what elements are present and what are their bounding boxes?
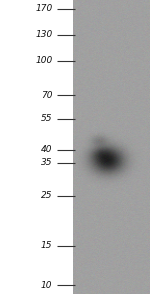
Text: 25: 25 [41, 191, 52, 200]
Text: 130: 130 [35, 31, 52, 39]
Text: 170: 170 [35, 4, 52, 13]
Text: 70: 70 [41, 91, 52, 100]
Text: 10: 10 [41, 281, 52, 290]
Text: 55: 55 [41, 114, 52, 123]
Text: 100: 100 [35, 56, 52, 65]
Text: 40: 40 [41, 146, 52, 154]
Text: 15: 15 [41, 241, 52, 250]
Text: 35: 35 [41, 158, 52, 168]
Bar [0, 0, 73, 294]
